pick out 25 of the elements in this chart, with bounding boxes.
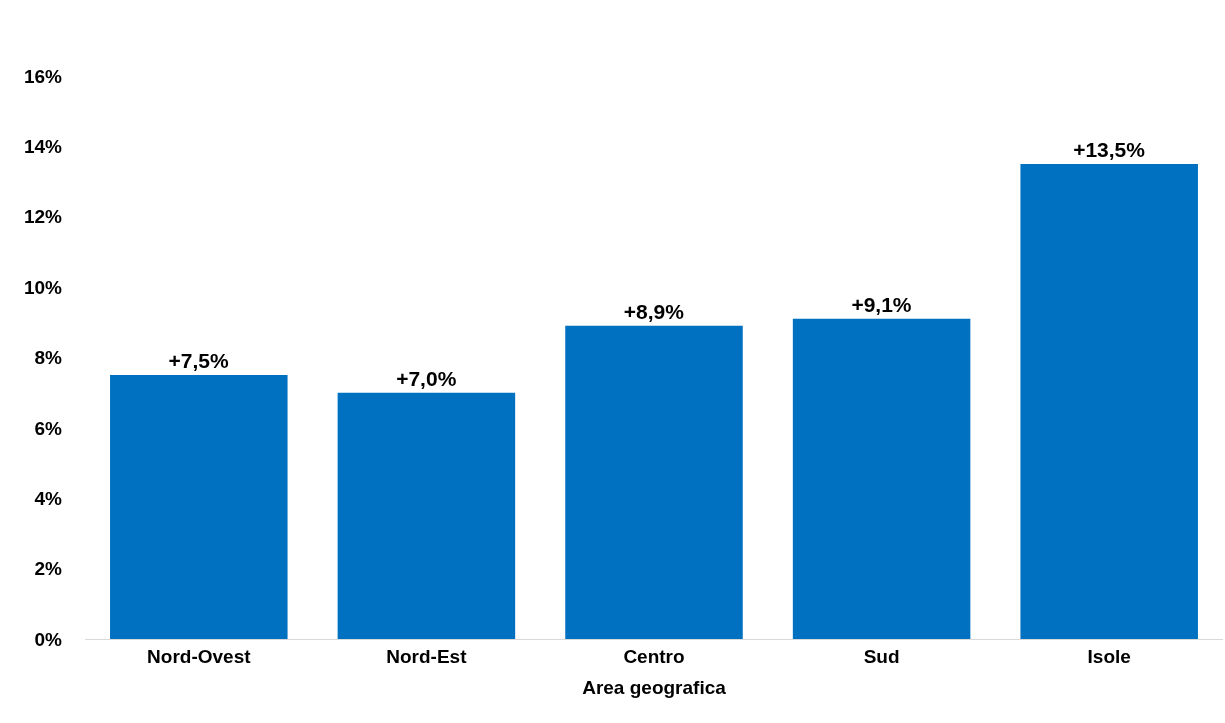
data-label: +7,5% xyxy=(168,349,230,373)
bar xyxy=(1020,163,1198,639)
x-tick-label: Nord-Est xyxy=(386,645,468,667)
y-tick-label: 2% xyxy=(34,558,63,580)
x-tick-label: Centro xyxy=(623,645,685,667)
y-tick-label: 10% xyxy=(23,276,63,298)
y-tick-label: 4% xyxy=(34,487,63,509)
bar xyxy=(110,375,288,639)
data-label: +7,0% xyxy=(396,366,457,390)
data-label: +13,5% xyxy=(1073,137,1146,161)
y-tick-label: 8% xyxy=(34,347,63,369)
x-tick-label: Sud xyxy=(863,645,900,667)
bar xyxy=(792,318,971,639)
data-label: +8,9% xyxy=(623,299,685,323)
x-tick-label: Isole xyxy=(1087,645,1131,667)
bar xyxy=(565,325,743,639)
y-tick-label: 16% xyxy=(23,65,63,87)
y-tick-label: 12% xyxy=(23,206,63,228)
data-label: +9,1% xyxy=(851,292,912,316)
x-axis-title: Area geografica xyxy=(582,676,727,698)
bar xyxy=(337,392,516,639)
y-tick-label: 6% xyxy=(34,417,63,439)
x-tick-label: Nord-Ovest xyxy=(147,645,252,667)
y-tick-label: 0% xyxy=(34,628,63,650)
y-tick-label: 14% xyxy=(23,136,63,158)
